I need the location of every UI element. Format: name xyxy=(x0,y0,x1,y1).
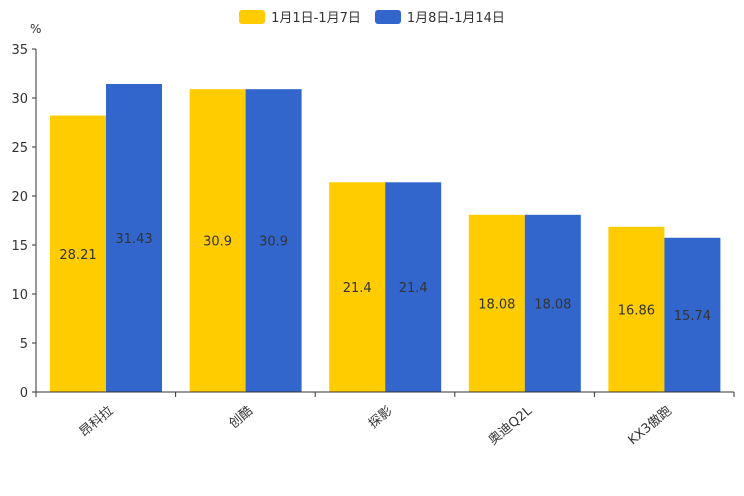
legend-swatch-series-2 xyxy=(374,9,401,24)
y-tick-label: 35 xyxy=(11,43,28,58)
x-category-label: 昂科拉 xyxy=(77,404,117,441)
bar-value-label: 21.4 xyxy=(343,281,372,296)
bar-2-4[interactable] xyxy=(524,214,581,392)
bar-2-1[interactable] xyxy=(106,83,162,393)
x-category-label: 探影 xyxy=(366,404,396,432)
bar-value-label: 21.4 xyxy=(399,281,428,296)
legend-item-series-2[interactable]: 1月8日-1月14日 xyxy=(374,7,505,26)
x-category-label: 奥迪Q2L xyxy=(486,403,536,448)
y-tick-label: 15 xyxy=(11,239,28,254)
x-category-label: KX3傲跑 xyxy=(626,404,675,449)
y-tick-label: 20 xyxy=(11,190,28,205)
bar-value-label: 18.08 xyxy=(478,297,515,312)
bar-2-5[interactable] xyxy=(664,237,721,392)
bar-1-3[interactable] xyxy=(329,182,386,392)
legend-label-series-2: 1月8日-1月14日 xyxy=(406,11,505,26)
bar-1-4[interactable] xyxy=(468,214,525,392)
bar-1-2[interactable] xyxy=(189,89,246,393)
bar-2-3[interactable] xyxy=(385,182,442,392)
y-tick-label: 5 xyxy=(20,337,28,352)
legend-label-series-1: 1月1日-1月7日 xyxy=(271,11,361,26)
bar-value-label: 28.21 xyxy=(59,248,96,263)
y-tick-label: 0 xyxy=(20,386,28,401)
bar-value-label: 18.08 xyxy=(534,297,571,312)
y-tick-label: 30 xyxy=(11,92,28,107)
legend-item-series-1[interactable]: 1月1日-1月7日 xyxy=(239,7,361,26)
bar-value-label: 16.86 xyxy=(618,303,655,318)
bar-value-label: 31.43 xyxy=(115,232,152,247)
legend-swatch-series-1 xyxy=(239,9,266,24)
y-tick-label: 10 xyxy=(11,288,28,303)
bar-value-label: 30.9 xyxy=(203,235,232,250)
y-tick-label: 25 xyxy=(11,141,28,156)
legend: 1月1日-1月7日 1月8日-1月14日 xyxy=(0,7,744,26)
bar-value-label: 30.9 xyxy=(259,235,288,250)
bar-value-label: 15.74 xyxy=(674,309,711,324)
y-axis-unit-label: % xyxy=(30,22,41,36)
bar-1-1[interactable] xyxy=(50,115,106,393)
bar-2-2[interactable] xyxy=(245,89,302,393)
bar-1-5[interactable] xyxy=(608,226,665,392)
x-category-label: 创酷 xyxy=(226,404,256,432)
